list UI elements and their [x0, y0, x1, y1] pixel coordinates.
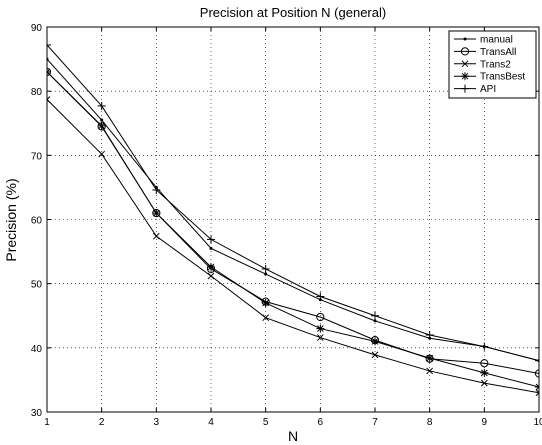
data-point-api: [207, 235, 215, 244]
data-point-api: [152, 185, 161, 194]
chart-title: Precision at Position N (general): [200, 5, 386, 20]
plot-frame: [46, 26, 540, 413]
legend-label-manual: manual: [480, 35, 513, 46]
series-line-manual: [47, 58, 539, 362]
data-point-transbest: [47, 67, 51, 76]
legend-label-api: API: [480, 84, 496, 95]
y-axis-label: Precision (%): [3, 178, 19, 261]
data-point-trans2: [98, 150, 106, 158]
data-point-trans2: [426, 367, 434, 375]
data-point-trans2: [47, 96, 51, 103]
series-layer: [47, 40, 539, 397]
y-tick-label: 90: [31, 23, 43, 34]
x-tick-label: 6: [318, 417, 324, 428]
data-point-transbest: [480, 368, 489, 377]
data-point-api: [316, 292, 325, 301]
x-tick-label: 1: [44, 417, 50, 428]
y-tick-label: 70: [31, 151, 43, 162]
grid: [47, 27, 539, 412]
legend-label-trans2: Trans2: [480, 59, 511, 70]
y-tick-label: 50: [31, 280, 43, 291]
data-point-manual: [100, 118, 104, 122]
data-point-trans2: [207, 272, 215, 280]
data-point-transall: [316, 312, 325, 322]
x-axis-ticks: 1 2 3 4 5 6 7 8 9 10: [44, 27, 542, 428]
y-tick-label: 80: [31, 87, 43, 98]
x-tick-label: 7: [372, 417, 378, 428]
data-point-api: [261, 264, 270, 273]
series-line-trans2: [47, 99, 539, 394]
x-tick-label: 5: [263, 417, 269, 428]
legend-marker-api: [461, 84, 469, 93]
data-point-manual: [373, 319, 377, 323]
legend-marker-manual: [463, 37, 467, 41]
series-line-transbest: [47, 71, 539, 388]
legend-marker-transall: [460, 47, 470, 56]
y-axis-ticks: 30 40 50 60 70 80 90: [31, 23, 539, 419]
data-point-trans2: [535, 389, 539, 397]
x-tick-label: 2: [99, 417, 105, 428]
x-tick-label: 8: [427, 417, 433, 428]
legend-label-transall: TransAll: [480, 47, 516, 58]
data-point-transbest: [316, 324, 325, 333]
legend-box: [448, 30, 537, 99]
data-point-transbest: [535, 382, 539, 391]
x-tick-label: 10: [533, 417, 542, 428]
x-axis-label: N: [288, 428, 298, 444]
data-point-manual: [209, 246, 213, 250]
data-point-trans2: [480, 379, 488, 387]
data-point-trans2: [316, 334, 324, 341]
data-point-api: [97, 101, 106, 110]
data-point-transbest: [207, 262, 215, 271]
legend-marker-transbest: [461, 72, 469, 81]
x-tick-label: 3: [154, 417, 160, 428]
x-tick-label: 4: [208, 417, 214, 428]
y-tick-label: 60: [31, 216, 43, 227]
data-point-api: [425, 331, 434, 339]
data-point-transall: [534, 369, 539, 378]
data-point-trans2: [371, 351, 379, 359]
series-line-api: [47, 44, 539, 362]
data-point-api: [47, 40, 51, 49]
series-line-transall: [47, 71, 539, 374]
data-point-transall: [480, 359, 489, 368]
data-point-api: [371, 311, 379, 320]
y-tick-label: 30: [31, 408, 43, 419]
data-point-transbest: [97, 121, 106, 130]
data-point-transbest: [152, 209, 161, 218]
data-point-api: [480, 342, 489, 351]
data-point-transbest: [371, 337, 379, 346]
data-point-transbest: [261, 298, 270, 307]
data-point-manual: [264, 272, 268, 276]
data-point-trans2: [152, 232, 160, 240]
legend-label-transbest: TransBest: [480, 72, 525, 83]
x-tick-label: 9: [482, 417, 488, 428]
data-point-trans2: [262, 314, 270, 322]
y-tick-label: 40: [31, 344, 43, 355]
legend-marker-trans2: [461, 60, 469, 68]
data-point-transbest: [425, 354, 434, 363]
data-point-api: [535, 356, 539, 365]
